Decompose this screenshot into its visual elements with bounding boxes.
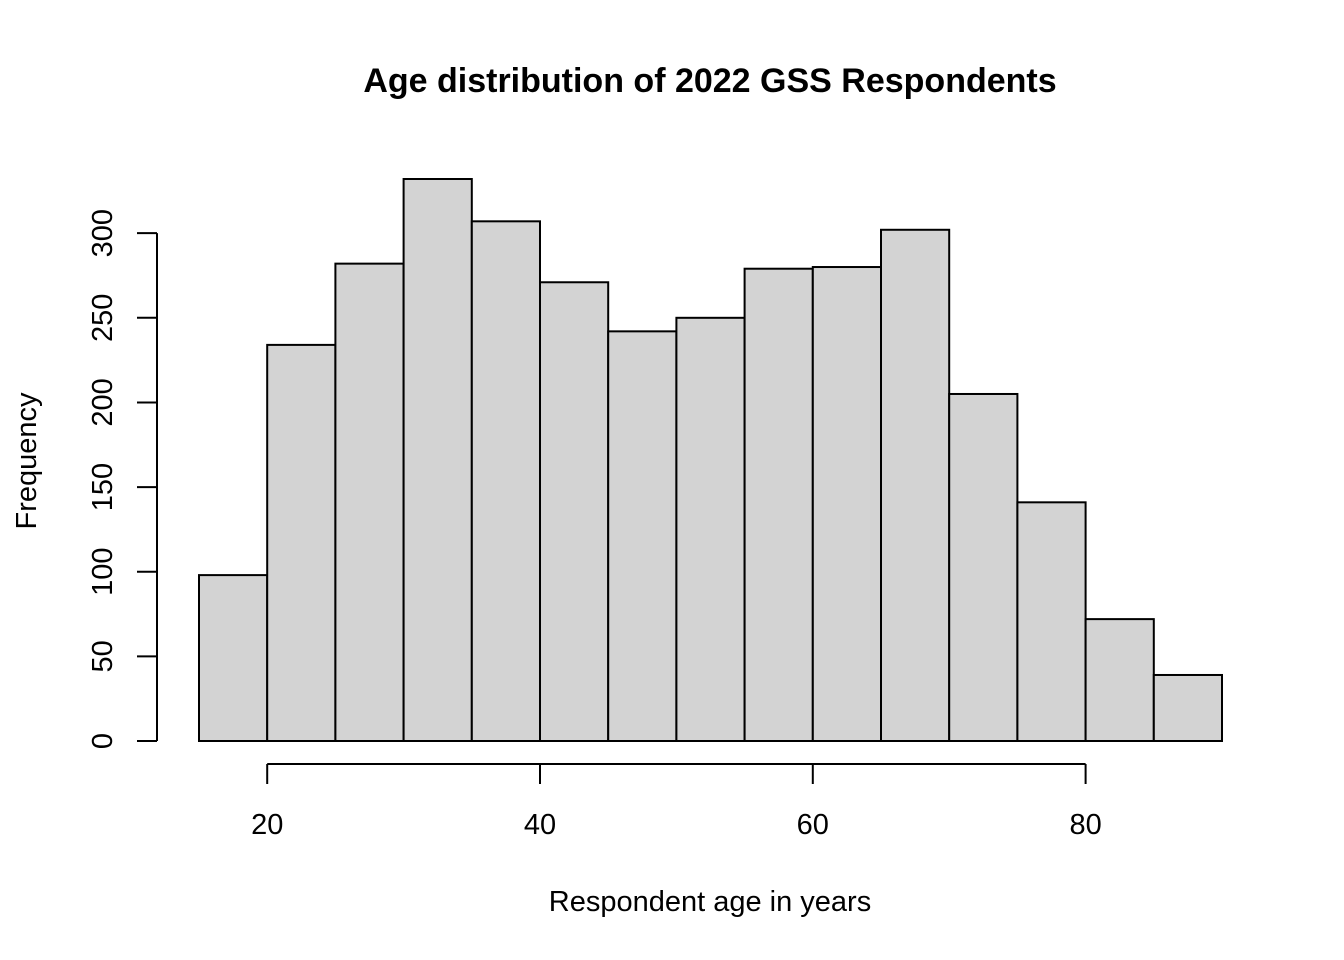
x-axis: 20 40 60 80	[251, 763, 1102, 841]
histogram-bar	[1152, 673, 1224, 743]
y-tick-label: 200	[87, 378, 119, 426]
histogram-bar	[198, 574, 269, 743]
histogram-bar	[402, 178, 473, 742]
y-tick-label: 0	[87, 733, 119, 749]
histogram-bar	[607, 330, 678, 742]
histogram-bar	[1016, 501, 1087, 742]
histogram-bar	[743, 267, 814, 742]
histogram-bar	[266, 343, 337, 742]
y-tick-label: 250	[87, 294, 119, 342]
histogram-bar	[470, 220, 541, 742]
x-tick-label: 20	[251, 809, 283, 841]
y-tick-label: 300	[87, 209, 119, 257]
histogram-bar	[675, 316, 746, 742]
histogram-bar	[1084, 618, 1155, 742]
x-tick-label: 80	[1069, 809, 1101, 841]
x-tick-label: 60	[797, 809, 829, 841]
y-axis: 0 50 100 150 200 250 300	[87, 209, 158, 749]
bars-group	[198, 178, 1224, 743]
histogram-bar	[880, 228, 951, 742]
histogram-bar	[539, 281, 610, 742]
y-tick-label: 150	[87, 463, 119, 511]
y-tick-label: 100	[87, 548, 119, 596]
histogram-bar	[811, 266, 882, 742]
y-axis-title: Frequency	[11, 392, 43, 530]
y-tick-label: 50	[87, 640, 119, 672]
chart-title: Age distribution of 2022 GSS Respondents	[363, 62, 1056, 100]
histogram-bar	[948, 392, 1019, 742]
x-axis-title: Respondent age in years	[549, 886, 871, 918]
x-tick-label: 40	[524, 809, 556, 841]
histogram-bar	[334, 262, 405, 742]
